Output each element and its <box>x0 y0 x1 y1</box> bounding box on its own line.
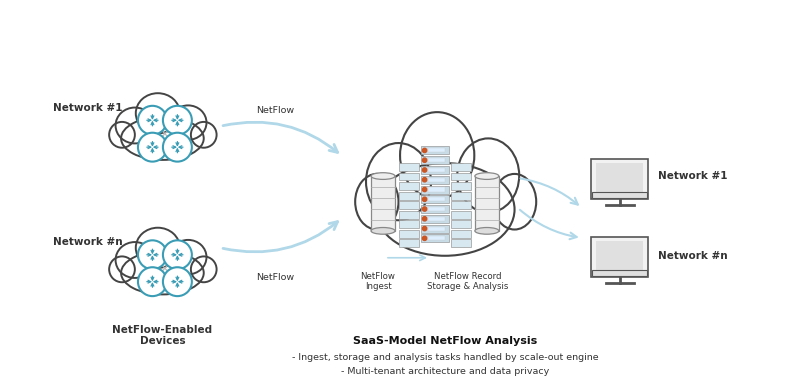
Circle shape <box>163 106 192 135</box>
FancyBboxPatch shape <box>428 148 445 152</box>
Ellipse shape <box>170 105 206 140</box>
FancyBboxPatch shape <box>399 201 419 209</box>
Text: NetFlow-Enabled
Devices: NetFlow-Enabled Devices <box>112 325 213 346</box>
FancyBboxPatch shape <box>399 220 419 228</box>
FancyBboxPatch shape <box>591 237 648 277</box>
FancyBboxPatch shape <box>428 227 445 230</box>
FancyBboxPatch shape <box>428 168 445 172</box>
FancyBboxPatch shape <box>421 205 449 213</box>
Ellipse shape <box>121 117 204 160</box>
Circle shape <box>422 178 426 182</box>
FancyBboxPatch shape <box>421 156 449 164</box>
Ellipse shape <box>475 173 499 179</box>
FancyBboxPatch shape <box>592 192 647 198</box>
FancyBboxPatch shape <box>428 217 445 221</box>
FancyBboxPatch shape <box>451 163 471 171</box>
FancyBboxPatch shape <box>451 173 471 181</box>
Text: Network #1: Network #1 <box>53 103 122 113</box>
Text: NetFlow Record
Storage & Analysis: NetFlow Record Storage & Analysis <box>427 272 509 291</box>
Circle shape <box>163 240 192 269</box>
Ellipse shape <box>355 174 398 230</box>
Circle shape <box>163 133 192 162</box>
Text: SaaS-Model NetFlow Analysis: SaaS-Model NetFlow Analysis <box>353 337 537 347</box>
Text: Network #n: Network #n <box>53 237 122 247</box>
Ellipse shape <box>136 93 180 134</box>
FancyBboxPatch shape <box>421 186 449 193</box>
Ellipse shape <box>109 256 135 282</box>
Circle shape <box>422 158 426 163</box>
FancyBboxPatch shape <box>428 188 445 191</box>
FancyBboxPatch shape <box>428 158 445 162</box>
FancyBboxPatch shape <box>451 201 471 209</box>
Ellipse shape <box>371 173 395 179</box>
Circle shape <box>422 236 426 240</box>
Ellipse shape <box>115 108 154 144</box>
Text: Network #n: Network #n <box>658 251 727 261</box>
Ellipse shape <box>109 122 135 148</box>
Ellipse shape <box>170 240 206 274</box>
FancyBboxPatch shape <box>421 234 449 242</box>
FancyBboxPatch shape <box>421 146 449 154</box>
FancyBboxPatch shape <box>428 197 445 201</box>
FancyBboxPatch shape <box>451 211 471 219</box>
FancyBboxPatch shape <box>451 182 471 190</box>
FancyBboxPatch shape <box>428 207 445 211</box>
Circle shape <box>163 267 192 296</box>
Ellipse shape <box>136 228 180 268</box>
FancyBboxPatch shape <box>596 163 643 195</box>
Circle shape <box>422 217 426 221</box>
FancyBboxPatch shape <box>596 241 643 273</box>
FancyBboxPatch shape <box>451 192 471 200</box>
FancyBboxPatch shape <box>399 211 419 219</box>
Ellipse shape <box>475 227 499 234</box>
Text: NetFlow: NetFlow <box>256 106 294 115</box>
Circle shape <box>422 207 426 211</box>
FancyBboxPatch shape <box>399 239 419 247</box>
Text: Network #1: Network #1 <box>658 171 727 181</box>
FancyBboxPatch shape <box>371 176 395 231</box>
FancyBboxPatch shape <box>399 163 419 171</box>
FancyBboxPatch shape <box>451 230 471 238</box>
FancyBboxPatch shape <box>421 195 449 203</box>
Ellipse shape <box>493 174 536 230</box>
Circle shape <box>138 133 167 162</box>
Circle shape <box>138 240 167 269</box>
FancyBboxPatch shape <box>421 176 449 184</box>
Circle shape <box>138 267 167 296</box>
FancyBboxPatch shape <box>421 225 449 233</box>
Circle shape <box>422 187 426 192</box>
Text: NetFlow
Ingest: NetFlow Ingest <box>361 272 395 291</box>
FancyBboxPatch shape <box>451 220 471 228</box>
FancyBboxPatch shape <box>399 192 419 200</box>
Text: NetFlow: NetFlow <box>256 273 294 282</box>
FancyBboxPatch shape <box>451 239 471 247</box>
FancyBboxPatch shape <box>475 176 499 231</box>
FancyBboxPatch shape <box>399 182 419 190</box>
Ellipse shape <box>375 163 514 256</box>
Text: - Ingest, storage and analysis tasks handled by scale-out engine: - Ingest, storage and analysis tasks han… <box>292 353 598 362</box>
Ellipse shape <box>366 143 431 220</box>
Ellipse shape <box>191 122 217 148</box>
FancyBboxPatch shape <box>421 166 449 174</box>
FancyBboxPatch shape <box>399 173 419 181</box>
Ellipse shape <box>115 242 154 278</box>
Circle shape <box>422 227 426 231</box>
Circle shape <box>422 148 426 152</box>
FancyBboxPatch shape <box>399 230 419 238</box>
Ellipse shape <box>371 227 395 234</box>
FancyBboxPatch shape <box>421 215 449 223</box>
Circle shape <box>422 168 426 172</box>
Circle shape <box>422 197 426 201</box>
FancyBboxPatch shape <box>592 270 647 276</box>
Ellipse shape <box>191 256 217 282</box>
FancyBboxPatch shape <box>591 159 648 199</box>
Text: - Multi-tenant architecture and data privacy: - Multi-tenant architecture and data pri… <box>341 367 549 376</box>
Ellipse shape <box>400 112 474 199</box>
FancyBboxPatch shape <box>428 178 445 182</box>
Circle shape <box>138 106 167 135</box>
Ellipse shape <box>121 251 204 295</box>
FancyBboxPatch shape <box>428 236 445 240</box>
Ellipse shape <box>458 139 519 213</box>
